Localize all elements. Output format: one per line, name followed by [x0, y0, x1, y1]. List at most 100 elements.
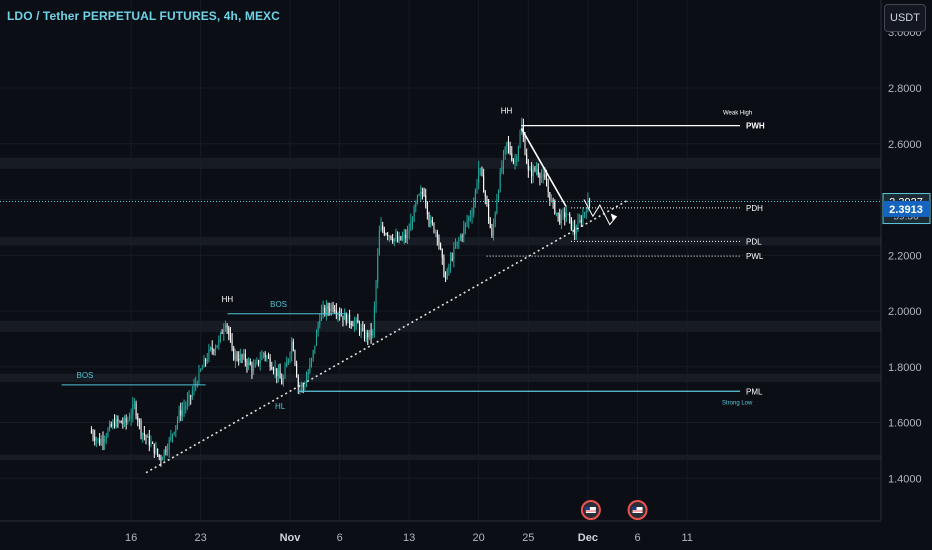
flag-canton	[632, 507, 637, 510]
candle-body	[244, 353, 246, 362]
y-tick-label: 1.4000	[888, 473, 922, 485]
candle-body	[297, 376, 299, 388]
candle-body	[398, 236, 400, 242]
y-tick-label: 2.6000	[888, 139, 922, 151]
candle-body	[506, 142, 508, 148]
candle-body	[501, 166, 503, 172]
y-tick-label: 2.2000	[888, 250, 922, 262]
candle-body	[335, 311, 337, 314]
candle-body	[176, 419, 178, 426]
candle-body	[546, 178, 548, 187]
candle-body	[188, 395, 190, 400]
candle-body	[575, 231, 577, 234]
structure-label-hh: HH	[222, 295, 234, 304]
flag-canton	[585, 507, 590, 510]
x-tick-label: 16	[125, 532, 137, 544]
candle-body	[226, 325, 228, 328]
candle-body	[104, 439, 106, 443]
candle-body	[489, 219, 491, 229]
candle-body	[302, 384, 304, 387]
candle-body	[205, 359, 207, 362]
candle-body	[453, 247, 455, 260]
y-tick-label: 1.8000	[888, 362, 922, 374]
candle-body	[198, 370, 200, 384]
candle-body	[281, 378, 283, 385]
candle-body	[502, 153, 505, 167]
chart-title: LDO / Tether PERPETUAL FUTURES, 4h, MEXC	[7, 9, 280, 23]
candle-body	[372, 330, 374, 336]
flag-stripe	[632, 507, 643, 513]
candle-body	[110, 424, 112, 427]
candle-body	[496, 199, 498, 214]
candle-body	[274, 368, 276, 371]
candle-body	[105, 436, 107, 440]
candle-body	[539, 174, 541, 179]
candle-body	[304, 386, 306, 388]
candle-body	[148, 435, 150, 446]
candle-body	[555, 212, 557, 214]
candle-body	[157, 448, 159, 455]
candle-body	[527, 163, 529, 170]
candle-body	[334, 309, 336, 312]
candle-body	[402, 237, 404, 240]
candle-body	[519, 134, 521, 147]
candle-body	[175, 425, 177, 433]
candle-body	[251, 364, 253, 372]
x-tick-label: 25	[522, 532, 534, 544]
candle-body	[511, 153, 513, 160]
candle-body	[233, 347, 235, 360]
candle-body	[382, 225, 384, 230]
candle-body	[484, 192, 486, 197]
candle-body	[542, 173, 544, 177]
candle-body	[171, 434, 174, 436]
candle-body	[231, 339, 233, 348]
candle-body	[408, 230, 410, 234]
candle-body	[355, 319, 357, 323]
candle-body	[459, 235, 461, 240]
level-label-pwh: PWH	[746, 122, 765, 131]
candle-body	[213, 349, 215, 352]
grid-lines	[0, 0, 881, 520]
candle-body	[312, 350, 314, 359]
candle-body	[224, 325, 226, 330]
candle-body	[463, 227, 465, 237]
candle-body	[416, 195, 418, 203]
candle-body	[436, 231, 438, 238]
candle-body	[289, 353, 291, 360]
currency-button[interactable]: USDT	[884, 4, 926, 32]
candle-body	[454, 246, 457, 248]
candle-body	[526, 154, 528, 164]
candle-body	[163, 450, 165, 458]
candle-body	[173, 432, 175, 435]
candle-body	[291, 341, 293, 354]
candle-body	[261, 354, 263, 360]
zones	[0, 157, 881, 461]
candle-body	[267, 356, 269, 359]
price-axis[interactable]: 3.00001.40001.60001.80002.00002.20002.40…	[880, 0, 932, 550]
candle-body	[420, 192, 422, 195]
candle-body	[440, 244, 442, 250]
candle-body	[524, 137, 526, 155]
x-tick-label: Nov	[280, 532, 302, 544]
candle-body	[471, 214, 473, 216]
candle-body	[319, 320, 321, 325]
candle-body	[299, 386, 301, 388]
candle-body	[329, 309, 331, 311]
candle-body	[378, 230, 380, 256]
candle-body	[580, 219, 582, 223]
candle-body	[373, 306, 375, 331]
time-axis[interactable]: 16 23 Nov 6 13 20 25 Dec 6 11	[0, 520, 881, 550]
time-axis-bg	[0, 521, 881, 550]
candle-body	[228, 327, 230, 335]
candle-body	[137, 416, 139, 421]
candle-body	[461, 235, 463, 237]
candle-body	[536, 169, 538, 171]
candle-body	[493, 224, 495, 236]
candle-body	[397, 236, 399, 242]
candle-body	[145, 435, 147, 438]
candle-body	[413, 206, 415, 222]
candle-body	[332, 305, 334, 310]
candle-body	[365, 332, 367, 340]
